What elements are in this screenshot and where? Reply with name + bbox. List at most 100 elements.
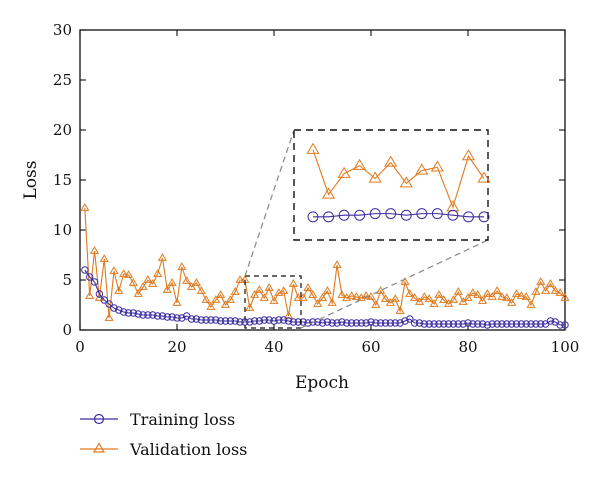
data-point-validation: [196, 286, 206, 294]
data-point-validation: [361, 291, 371, 299]
data-point-validation: [298, 293, 308, 301]
data-point-training: [498, 320, 506, 328]
data-point-training: [459, 320, 467, 328]
data-point-validation: [245, 303, 255, 311]
data-point-validation: [293, 293, 303, 301]
data-point-training: [236, 318, 244, 326]
data-point-validation: [468, 288, 478, 296]
data-point-validation: [463, 293, 473, 301]
data-point-training: [216, 317, 225, 325]
data-point-training: [469, 320, 477, 328]
data-point-training-inset: [354, 209, 366, 221]
data-point-validation-inset: [477, 171, 491, 183]
data-point-training: [309, 318, 317, 326]
data-point-validation: [405, 289, 415, 297]
data-point-training: [425, 320, 433, 328]
data-point-validation: [536, 277, 546, 285]
data-point-training: [318, 319, 327, 327]
data-point-training: [503, 320, 511, 328]
data-point-training: [110, 304, 118, 312]
zoom-inset-frame: [293, 129, 489, 241]
data-point-training: [328, 319, 336, 327]
data-point-validation: [177, 262, 187, 270]
data-point-validation-inset: [399, 176, 413, 188]
data-point-training: [81, 266, 89, 274]
data-point-validation-inset: [446, 200, 460, 212]
data-point-training: [279, 316, 288, 324]
data-point-training: [440, 320, 448, 328]
data-point-training: [386, 319, 395, 327]
data-point-validation-inset: [337, 166, 351, 178]
data-point-validation: [148, 279, 158, 287]
data-point-validation: [419, 292, 429, 300]
data-point-validation: [114, 286, 124, 294]
data-point-validation: [167, 278, 177, 286]
data-point-training: [517, 320, 526, 328]
data-point-validation: [182, 276, 192, 284]
data-point-validation: [133, 289, 143, 297]
data-point-validation: [439, 295, 449, 303]
data-point-training: [153, 312, 162, 320]
zoom-source-box: [244, 275, 302, 329]
data-point-training: [420, 320, 429, 328]
data-point-validation: [351, 292, 362, 300]
data-point-training: [105, 300, 113, 308]
data-point-validation-inset: [430, 160, 444, 172]
y-tick-label: 30: [53, 21, 72, 39]
data-point-training: [561, 321, 569, 329]
data-point-training: [522, 320, 530, 328]
data-point-training: [483, 321, 492, 329]
data-point-training: [435, 320, 443, 328]
data-point-validation: [191, 278, 201, 286]
data-point-training: [124, 309, 133, 317]
data-point-training: [464, 319, 472, 327]
data-point-validation: [497, 292, 507, 300]
data-point-validation: [560, 293, 570, 301]
data-point-validation: [400, 277, 410, 285]
data-point-validation: [279, 286, 289, 294]
data-point-validation: [313, 299, 323, 307]
data-point-training: [347, 319, 356, 327]
data-point-training: [333, 319, 341, 327]
data-point-training: [212, 316, 220, 324]
data-point-training: [265, 316, 273, 324]
data-point-training: [202, 316, 210, 324]
data-point-validation: [109, 266, 119, 274]
data-point-validation: [531, 287, 541, 295]
data-point-training: [158, 312, 167, 320]
data-point-training: [454, 320, 463, 328]
data-point-training: [338, 318, 346, 326]
data-point-training: [473, 320, 482, 328]
data-point-validation: [376, 286, 386, 294]
legend-validation-marker: [92, 442, 106, 453]
legend: Training loss Validation loss: [80, 410, 247, 459]
data-point-validation: [250, 290, 260, 298]
data-point-training-inset: [323, 211, 335, 223]
data-point-validation: [385, 298, 395, 306]
data-point-training: [410, 319, 419, 327]
data-point-training: [507, 320, 516, 328]
data-point-validation: [216, 290, 226, 298]
data-point-validation: [235, 275, 245, 283]
data-point-training: [95, 290, 104, 298]
legend-training-label: Training loss: [130, 410, 235, 429]
data-point-validation: [138, 282, 148, 290]
data-point-validation: [283, 311, 294, 319]
x-tick-label: 0: [75, 338, 85, 356]
data-point-validation: [259, 293, 269, 301]
data-point-training: [163, 313, 172, 321]
data-point-validation: [85, 291, 95, 299]
data-point-training: [187, 315, 196, 323]
data-point-validation: [225, 295, 235, 303]
data-point-validation-inset: [415, 163, 429, 175]
data-point-validation: [153, 269, 163, 277]
data-point-validation: [390, 294, 400, 302]
data-point-validation: [448, 295, 459, 303]
data-point-validation: [414, 297, 425, 305]
data-point-training: [221, 317, 230, 325]
data-point-training-inset: [385, 208, 397, 220]
data-point-validation: [492, 286, 502, 294]
zoom-connector-bottom: [300, 239, 489, 329]
y-tick-label: 20: [53, 121, 72, 139]
data-point-training: [90, 278, 99, 286]
